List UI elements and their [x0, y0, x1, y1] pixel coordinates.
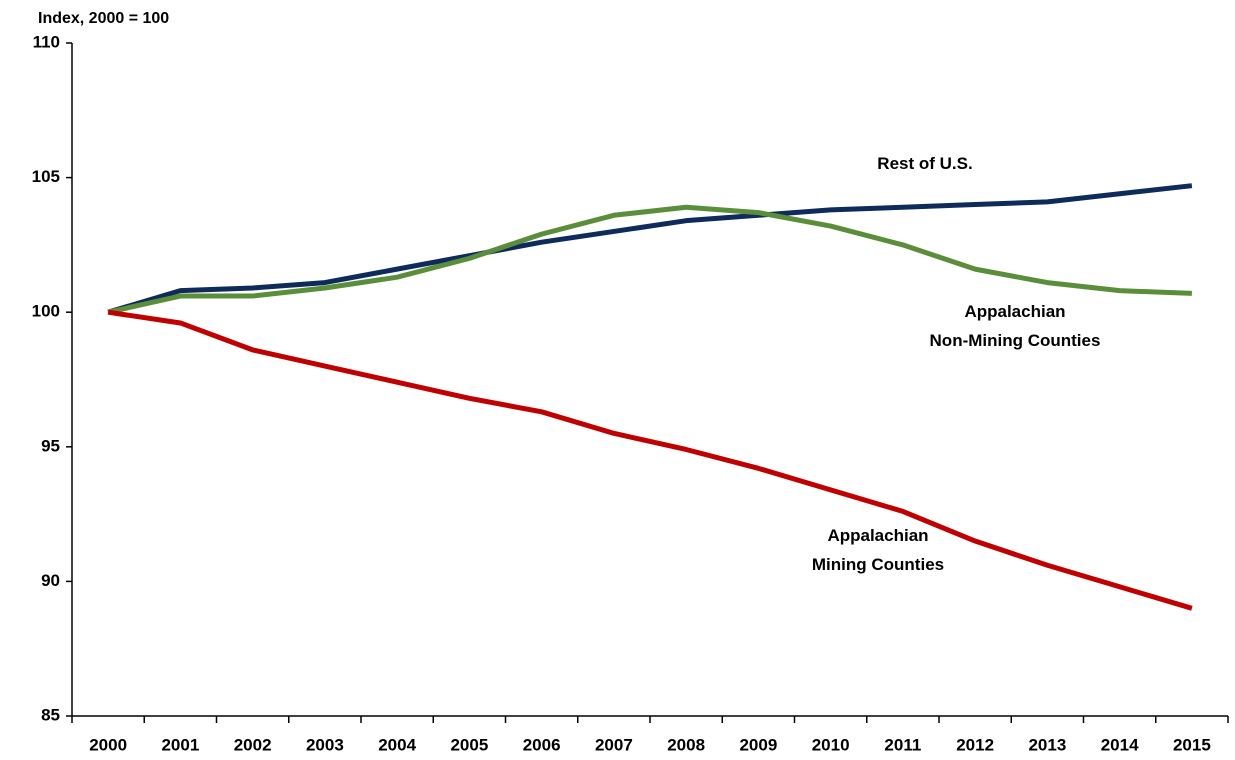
x-tick-label: 2011 [884, 735, 921, 754]
x-tick-label: 2001 [161, 735, 199, 754]
x-tick-label: 2000 [89, 735, 127, 754]
series-label: Appalachian Non-Mining Counties [930, 302, 1101, 350]
x-tick-label: 2008 [667, 735, 705, 754]
series-label-line: Mining Counties [812, 555, 944, 574]
y-tick-label: 85 [41, 705, 60, 724]
x-tick-label: 2006 [523, 735, 561, 754]
x-tick-label: 2003 [306, 735, 344, 754]
y-tick-label: 90 [41, 571, 60, 590]
x-tick-label: 2014 [1101, 735, 1139, 754]
series-label-line: Rest of U.S. [877, 154, 972, 173]
y-tick-label: 100 [32, 302, 60, 321]
line-series [107, 309, 1193, 611]
x-tick-label: 2007 [595, 735, 633, 754]
x-tick-label: 2015 [1173, 735, 1211, 754]
line-series [107, 204, 1192, 315]
series-label-line: Non-Mining Counties [930, 331, 1101, 350]
x-tick-label: 2013 [1028, 735, 1066, 754]
series-label-line: Appalachian [964, 302, 1065, 321]
y-tick-label: 105 [32, 167, 60, 186]
x-tick-label: 2012 [956, 735, 994, 754]
y-tick-label: 95 [41, 436, 60, 455]
y-axis-label: Index, 2000 = 100 [38, 10, 169, 27]
x-tick-label: 2002 [234, 735, 272, 754]
x-tick-label: 2009 [739, 735, 777, 754]
series-label: Rest of U.S. [877, 154, 972, 173]
x-tick-label: 2005 [450, 735, 488, 754]
line-series [107, 183, 1193, 315]
series-label-line: Appalachian [827, 526, 928, 545]
y-tick-label: 110 [33, 32, 60, 51]
series-label: Appalachian Mining Counties [812, 526, 944, 574]
x-tick-label: 2004 [378, 735, 416, 754]
x-tick-label: 2010 [812, 735, 850, 754]
